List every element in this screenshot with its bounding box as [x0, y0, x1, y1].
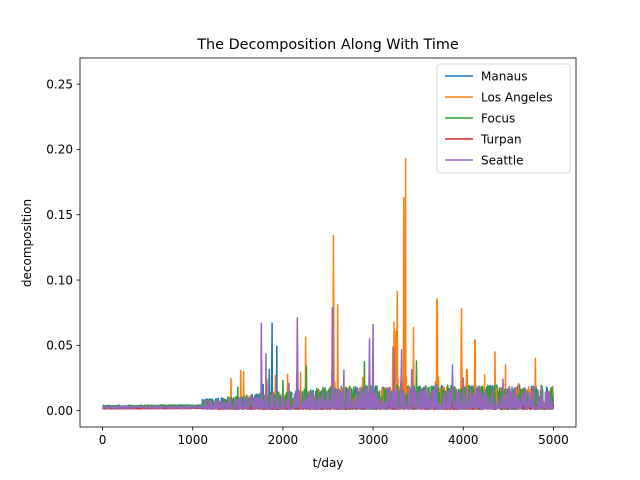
y-tick-label: 0.10 [46, 273, 73, 287]
legend: Manaus Los Angeles Focus Turpan Seattle [436, 63, 571, 174]
x-tick-label: 5000 [538, 433, 569, 447]
legend-label-seattle: Seattle [481, 153, 523, 167]
legend-label-los-angeles: Los Angeles [481, 90, 553, 104]
legend-label-focus: Focus [481, 111, 515, 125]
plot-area [101, 157, 555, 411]
legend-box [436, 63, 571, 174]
axes-frame [79, 57, 577, 428]
x-tick-label: 4000 [448, 433, 479, 447]
x-tick-label: 0 [99, 433, 107, 447]
y-tick-label: 0.20 [46, 143, 73, 157]
y-tick-label: 0.25 [46, 77, 73, 91]
chart-title: The Decomposition Along With Time [196, 37, 459, 53]
legend-label-manaus: Manaus [481, 69, 528, 83]
series-line-seattle [101, 307, 554, 411]
legend-label-turpan: Turpan [480, 132, 522, 146]
y-axis-label: decomposition [20, 199, 34, 287]
x-tick-label: 2000 [268, 433, 299, 447]
y-tick-label: 0.00 [46, 404, 73, 418]
x-tick-label: 1000 [177, 433, 208, 447]
axes: 0 1000 2000 3000 4000 5000 0.00 0.05 0.10 0.15 0.2… [46, 57, 577, 447]
x-tick-label: 3000 [358, 433, 389, 447]
y-tick-label: 0.15 [46, 208, 73, 222]
y-tick-label: 0.05 [46, 339, 73, 353]
x-axis-label: t/day [313, 456, 344, 470]
